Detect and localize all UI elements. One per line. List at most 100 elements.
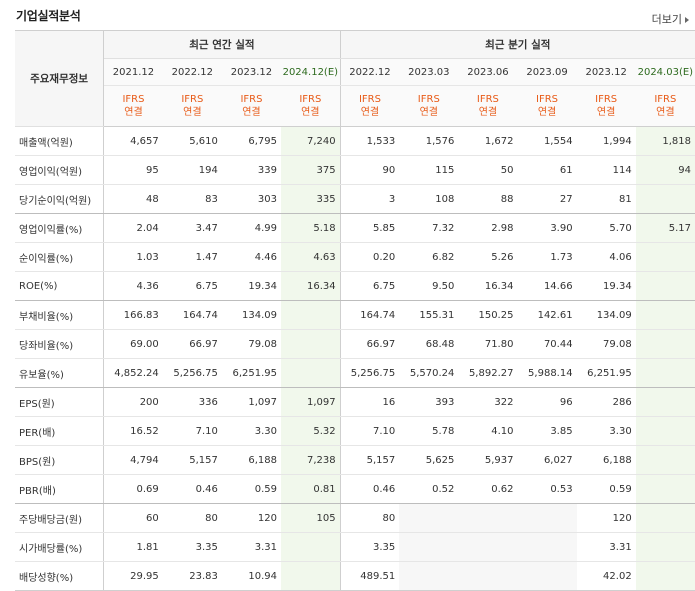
annual-group-header: 최근 연간 실적: [103, 30, 341, 59]
value-cell: 5,988.14: [517, 358, 577, 388]
value-cell: 16.34: [281, 271, 341, 301]
value-cell: [458, 532, 518, 562]
period-header: 2023.03: [399, 58, 459, 86]
period-header: 2022.12: [162, 58, 222, 86]
more-link[interactable]: 더보기: [652, 11, 689, 27]
value-cell: [635, 416, 695, 446]
value-cell: [281, 329, 341, 359]
value-cell: [635, 387, 695, 417]
value-cell: 60: [103, 503, 163, 533]
value-cell: 6.82: [399, 242, 459, 272]
table-row: 유보율(%) 4,852.24 5,256.75 6,251.95 5,256.75 5,…: [15, 358, 695, 388]
period-header: 2024.03(E): [635, 58, 695, 86]
value-cell: 335: [281, 184, 341, 214]
value-cell: [635, 445, 695, 475]
value-cell: 4.46: [221, 242, 281, 272]
value-cell: [281, 532, 341, 562]
value-cell: 5.18: [281, 213, 341, 243]
value-cell: 83: [162, 184, 222, 214]
value-cell: 1.81: [103, 532, 163, 562]
accounting-standard-header: IFRS 연결: [221, 85, 281, 127]
value-cell: 6,027: [517, 445, 577, 475]
row-label: 시가배당률(%): [15, 532, 105, 562]
table-row: 영업이익률(%) 2.04 3.47 4.99 5.18 5.85 7.32 2.98 3.90…: [15, 213, 695, 243]
chevron-right-icon: [685, 17, 689, 23]
value-cell: 6,188: [221, 445, 281, 475]
value-cell: 4,794: [103, 445, 163, 475]
value-cell: [635, 532, 695, 562]
value-cell: [635, 561, 695, 591]
value-cell: 5,157: [340, 445, 400, 475]
value-cell: 7.32: [399, 213, 459, 243]
value-cell: 90: [340, 155, 400, 185]
value-cell: 5,625: [399, 445, 459, 475]
accounting-standard-header: IFRS 연결: [517, 85, 577, 127]
table-row: BPS(원) 4,794 5,157 6,188 7,238 5,157 5,625 5,93…: [15, 445, 695, 475]
value-cell: 94: [635, 155, 695, 185]
value-cell: 120: [221, 503, 281, 533]
period-header: 2023.06: [458, 58, 518, 86]
ifrs-label: IFRS: [299, 94, 322, 105]
value-cell: 80: [162, 503, 222, 533]
value-cell: 48: [103, 184, 163, 214]
consolidated-label: 연결: [656, 107, 675, 118]
value-cell: 5,570.24: [399, 358, 459, 388]
value-cell: 0.46: [162, 474, 222, 504]
row-label: 주당배당금(원): [15, 503, 105, 533]
value-cell: 150.25: [458, 300, 518, 330]
row-label: EPS(원): [15, 387, 105, 417]
value-cell: 164.74: [162, 300, 222, 330]
value-cell: [281, 300, 341, 330]
ifrs-label: IFRS: [417, 94, 440, 105]
section-header: 기업실적분석 더보기: [0, 0, 695, 30]
value-cell: 0.59: [221, 474, 281, 504]
value-cell: [635, 329, 695, 359]
value-cell: 0.62: [458, 474, 518, 504]
value-cell: 23.83: [162, 561, 222, 591]
value-cell: 0.59: [576, 474, 636, 504]
value-cell: 393: [399, 387, 459, 417]
row-label: PER(배): [15, 416, 105, 446]
ifrs-label: IFRS: [595, 94, 618, 105]
value-cell: 7,238: [281, 445, 341, 475]
row-label: 배당성향(%): [15, 561, 105, 591]
value-cell: 4.63: [281, 242, 341, 272]
ifrs-label: IFRS: [240, 94, 263, 105]
value-cell: 70.44: [517, 329, 577, 359]
value-cell: 5.70: [576, 213, 636, 243]
value-cell: 166.83: [103, 300, 163, 330]
value-cell: 9.50: [399, 271, 459, 301]
value-cell: 3.90: [517, 213, 577, 243]
value-cell: 3.31: [576, 532, 636, 562]
value-cell: 29.95: [103, 561, 163, 591]
accounting-standard-header: IFRS 연결: [399, 85, 459, 127]
value-cell: 5,256.75: [162, 358, 222, 388]
ifrs-label: IFRS: [358, 94, 381, 105]
value-cell: 7,240: [281, 126, 341, 156]
table-row: 부채비율(%) 166.83 164.74 134.09 164.74 155.31 150…: [15, 300, 695, 330]
table-row: 순이익률(%) 1.03 1.47 4.46 4.63 0.20 6.82 5.26 1.73 4…: [15, 242, 695, 272]
table-row: PER(배) 16.52 7.10 3.30 5.32 7.10 5.78 4.10 3.85 3…: [15, 416, 695, 446]
value-cell: 322: [458, 387, 518, 417]
value-cell: 1,672: [458, 126, 518, 156]
row-label: BPS(원): [15, 445, 105, 475]
value-cell: 2.98: [458, 213, 518, 243]
accounting-standard-header: IFRS 연결: [340, 85, 400, 127]
row-label: 유보율(%): [15, 358, 105, 388]
period-header: 2023.12: [576, 58, 636, 86]
value-cell: 1.47: [162, 242, 222, 272]
value-cell: 5,610: [162, 126, 222, 156]
value-cell: 7.10: [162, 416, 222, 446]
ifrs-label: IFRS: [476, 94, 499, 105]
value-cell: 66.97: [340, 329, 400, 359]
value-cell: [635, 474, 695, 504]
value-cell: 1,818: [635, 126, 695, 156]
row-label: 영업이익률(%): [15, 213, 105, 243]
ifrs-label: IFRS: [181, 94, 204, 105]
value-cell: [458, 503, 518, 533]
table-row: EPS(원) 200 336 1,097 1,097 16 393 322 96 286: [15, 387, 695, 417]
value-cell: 134.09: [576, 300, 636, 330]
value-cell: 5.26: [458, 242, 518, 272]
row-label: 매출액(억원): [15, 126, 105, 156]
period-header: 2021.12: [103, 58, 163, 86]
